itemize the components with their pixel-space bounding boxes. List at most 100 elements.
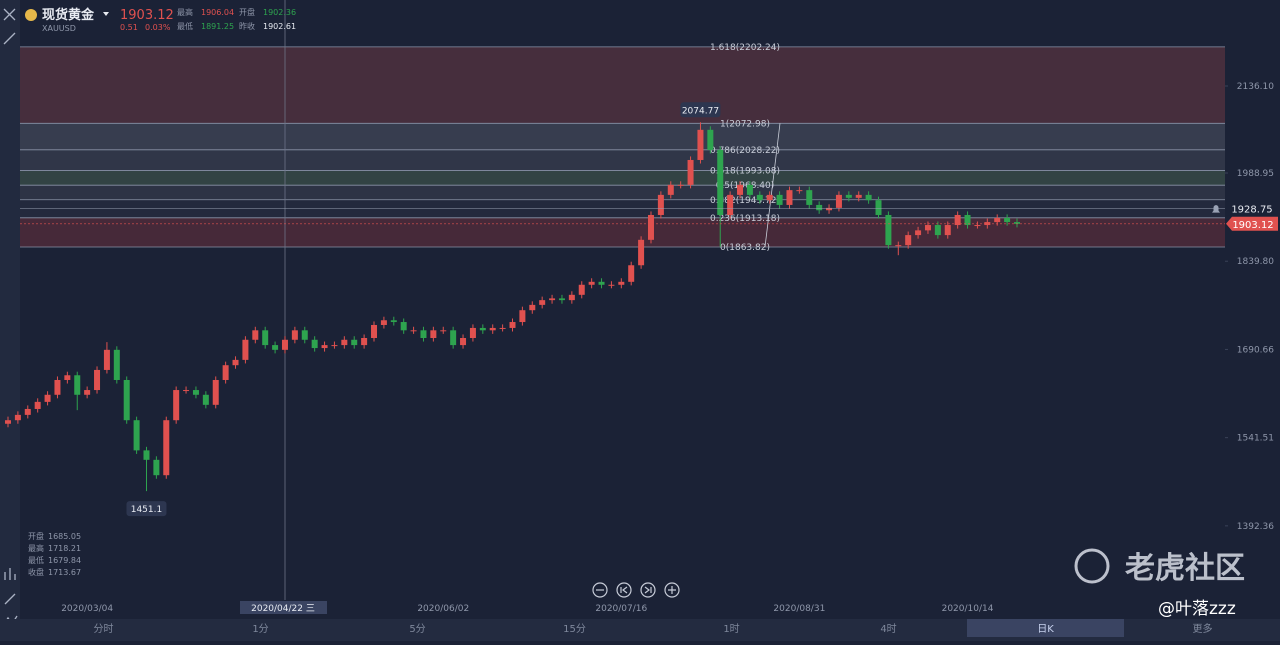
zoom-out[interactable]	[592, 582, 608, 598]
candle-body	[549, 298, 556, 301]
ohlc-value: 1685.05	[48, 532, 81, 541]
x-tick-label: 2020/10/14	[942, 604, 994, 614]
candle-body	[826, 207, 833, 211]
candle-body	[994, 217, 1001, 223]
period-tab[interactable]: 15分	[563, 623, 586, 635]
candle-body	[460, 337, 467, 346]
dropdown[interactable]	[103, 12, 109, 16]
candle-body	[479, 327, 486, 331]
candle-body	[163, 420, 170, 476]
candle-body	[647, 214, 654, 240]
period-tab[interactable]: 更多	[1193, 622, 1213, 635]
candle-body	[509, 322, 516, 328]
candle-body	[24, 408, 31, 415]
candle-body	[400, 322, 407, 331]
fib-label: 0.786(2028.22)	[710, 146, 780, 156]
candle-body	[628, 265, 635, 282]
candle-body	[192, 390, 199, 395]
candle-body	[756, 194, 763, 201]
fib-label: 0.382(1943.72)	[710, 196, 780, 206]
period-tab[interactable]: 日K	[1037, 624, 1054, 635]
stat-label: 开盘	[239, 7, 255, 17]
fib-label: 0.236(1913.18)	[710, 214, 780, 224]
candle-body	[34, 401, 41, 409]
candle-body	[638, 239, 645, 266]
candle-body	[974, 225, 981, 227]
fib-band	[20, 46, 1225, 124]
candle-body	[657, 194, 664, 215]
period-tab[interactable]: 1分	[252, 623, 268, 635]
y-tick-label: 2136.10	[1237, 82, 1274, 92]
zoom-controls	[592, 582, 680, 598]
close-icon[interactable]	[3, 8, 16, 21]
step-forward[interactable]	[640, 582, 656, 598]
period-tab[interactable]: 5分	[409, 623, 425, 635]
draw-tool-icon[interactable]	[3, 32, 16, 45]
step-back[interactable]	[616, 582, 632, 598]
candle-body	[232, 359, 239, 366]
last-price-label: 1903.12	[1232, 220, 1273, 231]
period-tab[interactable]: 1时	[723, 623, 739, 635]
y-tick-label: 1839.80	[1237, 257, 1274, 267]
candle-body	[212, 379, 219, 405]
fib-label: 0(1863.82)	[720, 243, 770, 253]
author: @叶落zzz	[1158, 599, 1236, 619]
candle-body	[430, 330, 437, 338]
ohlc-value: 1718.21	[48, 544, 81, 553]
gold-icon	[25, 9, 37, 21]
candle-body	[44, 394, 51, 402]
candle-body	[440, 330, 447, 332]
period-tab[interactable]: 分时	[94, 623, 114, 635]
candle-body	[291, 330, 298, 340]
candle-body	[469, 327, 476, 338]
candle-body	[361, 337, 368, 346]
candle-body	[737, 184, 744, 195]
watermark: 老虎社区	[1125, 551, 1245, 586]
candle-body	[816, 204, 823, 211]
y-tick-label: 1392.36	[1237, 522, 1274, 532]
candle-body	[371, 324, 378, 338]
fib-trend	[764, 123, 781, 248]
candle-body	[885, 214, 892, 246]
stat-label: 最低	[177, 21, 193, 31]
pen-icon[interactable]	[4, 593, 16, 605]
zoom-in[interactable]	[664, 582, 680, 598]
candle-body	[489, 327, 496, 331]
candle-body	[717, 149, 724, 215]
candle-body	[380, 320, 387, 325]
annotation-box	[126, 501, 167, 517]
candle-body	[984, 222, 991, 226]
ohlc-value: 1679.84	[48, 556, 81, 565]
indicator-icon[interactable]	[4, 568, 16, 580]
candle-body	[113, 349, 120, 380]
candle-body	[14, 414, 21, 421]
crosshair-date: 2020/04/22 三	[251, 604, 315, 614]
candle-body	[895, 245, 902, 247]
fib-label: 0.618(1993.08)	[710, 167, 780, 177]
candle-body	[786, 190, 793, 205]
candle-body	[667, 184, 674, 195]
annotation: 1451.1	[131, 505, 163, 515]
candle-body	[331, 345, 338, 347]
candle-body	[529, 304, 536, 311]
candle-body	[410, 330, 417, 332]
candle-body	[598, 281, 605, 285]
alert-bell	[1212, 205, 1220, 213]
candle-body	[242, 339, 249, 360]
period-bar	[0, 619, 1280, 641]
ohlc-value: 1713.67	[48, 568, 81, 577]
candle-body	[944, 225, 951, 236]
left-toolbar	[0, 0, 20, 641]
candle-body	[103, 349, 110, 370]
candle-body	[341, 339, 348, 346]
candle-body	[5, 420, 11, 424]
candle-body	[875, 200, 882, 215]
candle-body	[697, 129, 704, 160]
candle-body	[420, 330, 427, 338]
crosshair-date-box	[240, 601, 327, 614]
candle-body	[845, 194, 852, 198]
period-tab[interactable]: 4时	[880, 623, 896, 635]
candle-body	[964, 214, 971, 226]
y-tick-label: 1690.66	[1237, 345, 1274, 355]
